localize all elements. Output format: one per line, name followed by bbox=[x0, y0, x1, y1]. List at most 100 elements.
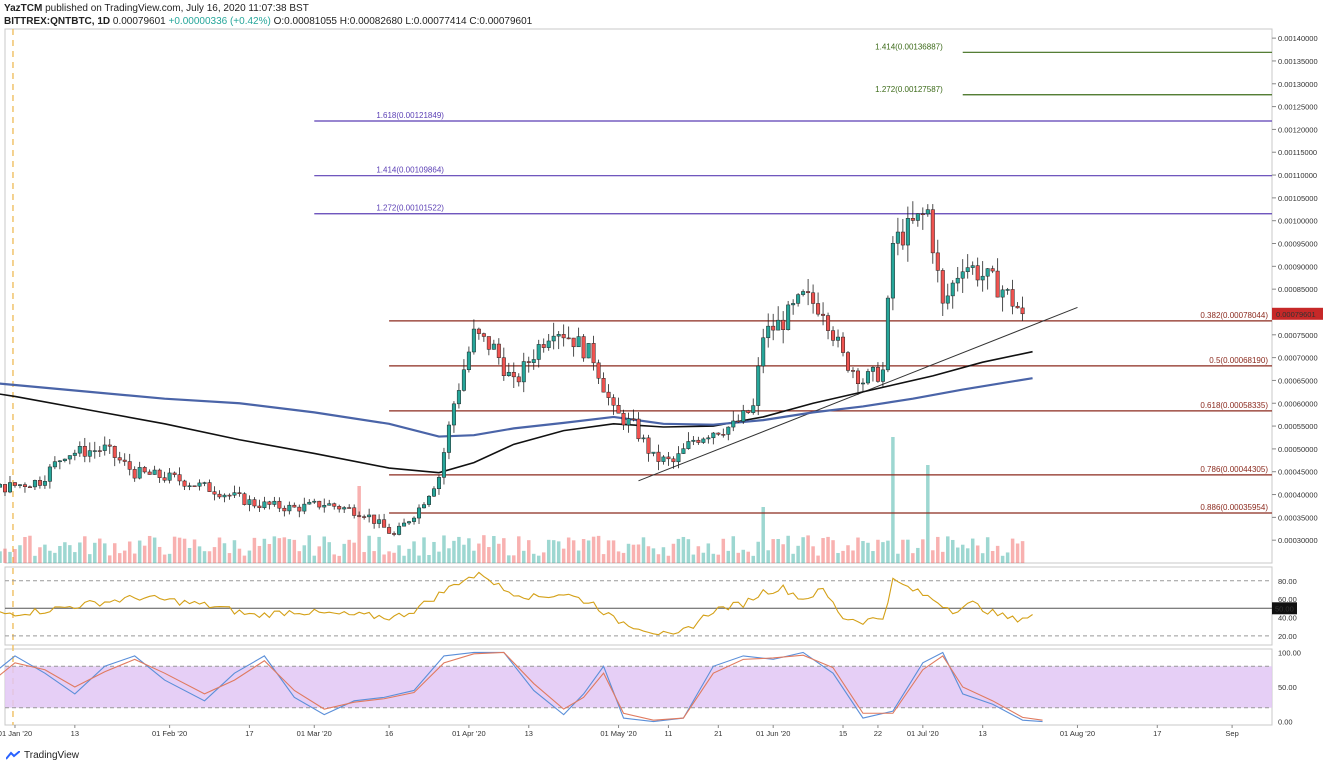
time-axis-label: 11 bbox=[665, 729, 673, 738]
candle-body bbox=[192, 485, 197, 487]
fib-extension-label: 1.414(0.00109864) bbox=[376, 166, 444, 175]
volume-bar bbox=[58, 545, 62, 563]
candle-body bbox=[860, 382, 865, 385]
volume-bar bbox=[811, 546, 815, 563]
candle-body bbox=[836, 336, 841, 341]
candle-body bbox=[631, 418, 636, 420]
volume-bar bbox=[746, 551, 750, 563]
candle-body bbox=[1005, 289, 1010, 291]
volume-bar bbox=[357, 486, 361, 563]
candle-body bbox=[566, 337, 571, 340]
candle-body bbox=[147, 471, 152, 475]
candle-body bbox=[681, 448, 686, 454]
candle-body bbox=[621, 412, 626, 426]
candle-body bbox=[536, 344, 541, 360]
candle-body bbox=[32, 480, 37, 488]
time-axis-label: 01 Jul '20 bbox=[907, 729, 939, 738]
rsi-axis-label: 20.00 bbox=[1278, 632, 1297, 641]
volume-bar bbox=[197, 546, 202, 563]
candle-body bbox=[451, 403, 456, 426]
candle-body bbox=[62, 458, 67, 462]
volume-bar bbox=[28, 535, 32, 563]
stoch-axis-label: 50.00 bbox=[1278, 683, 1297, 692]
candle-body bbox=[801, 291, 806, 295]
candle-body bbox=[252, 499, 257, 507]
price-axis-label: 0.00100000 bbox=[1278, 217, 1318, 226]
fib-retracement-label: 0.382(0.00078044) bbox=[1200, 311, 1268, 320]
volume-bars bbox=[0, 437, 1025, 563]
stoch-rsi-pane: 100.00 50.00 0.00 bbox=[0, 648, 1301, 727]
volume-bar bbox=[73, 552, 77, 563]
candle-body bbox=[691, 439, 696, 442]
candle-body bbox=[127, 461, 132, 470]
candle-body bbox=[671, 458, 676, 463]
candle-body bbox=[392, 533, 397, 535]
volume-bar bbox=[397, 545, 401, 563]
volume-bar bbox=[756, 541, 760, 563]
publish-line: YazTCM published on TradingView.com, Jul… bbox=[4, 3, 309, 14]
candle-body bbox=[711, 432, 716, 439]
candle-body bbox=[182, 480, 187, 487]
volume-bar bbox=[377, 536, 381, 563]
volume-bar bbox=[247, 550, 252, 563]
candle-body bbox=[641, 437, 646, 440]
candle-body bbox=[501, 357, 506, 376]
candle-body bbox=[925, 209, 930, 215]
candle-body bbox=[456, 390, 461, 405]
candle-body bbox=[855, 370, 860, 384]
volume-bar bbox=[322, 536, 326, 563]
volume-bar bbox=[541, 552, 546, 563]
candle-body bbox=[576, 336, 581, 348]
volume-bar bbox=[272, 536, 277, 563]
publisher-name: YazTCM bbox=[4, 3, 43, 14]
volume-bar bbox=[566, 537, 571, 563]
volume-bar bbox=[78, 542, 82, 563]
volume-bar bbox=[142, 545, 147, 563]
volume-bar bbox=[960, 544, 965, 563]
candle-body bbox=[102, 444, 107, 451]
candle-body bbox=[212, 491, 217, 495]
volume-bar bbox=[866, 542, 870, 563]
candle-body bbox=[322, 505, 327, 508]
volume-bar bbox=[641, 537, 646, 563]
volume-bar bbox=[93, 542, 97, 563]
volume-bar bbox=[676, 538, 681, 563]
volume-bar bbox=[721, 538, 726, 563]
candle-body bbox=[431, 488, 436, 497]
stoch-axis-label: 0.00 bbox=[1278, 718, 1293, 727]
volume-bar bbox=[826, 536, 830, 563]
candle-body bbox=[885, 297, 890, 371]
volume-bar bbox=[437, 551, 441, 563]
candle-body bbox=[935, 252, 940, 271]
volume-bar bbox=[861, 541, 865, 563]
volume-bar bbox=[507, 555, 511, 563]
candle-body bbox=[422, 504, 427, 509]
volume-bar bbox=[901, 539, 905, 563]
candle-body bbox=[900, 231, 905, 246]
candle-body bbox=[875, 367, 880, 382]
volume-bar bbox=[786, 535, 790, 563]
published-text: published on TradingView.com, July 16, 2… bbox=[45, 3, 309, 14]
volume-bar bbox=[791, 553, 795, 563]
rsi-axis-label: 80.00 bbox=[1278, 577, 1297, 586]
candle-body bbox=[362, 516, 367, 518]
volume-bar bbox=[252, 537, 257, 563]
volume-bar bbox=[801, 537, 805, 563]
time-axis-label: 13 bbox=[525, 729, 533, 738]
candle-body bbox=[1020, 307, 1025, 315]
candle-body bbox=[496, 343, 501, 358]
volume-bar bbox=[731, 536, 736, 563]
volume-bar bbox=[112, 543, 117, 563]
moving-averages bbox=[0, 350, 1033, 474]
candle-body bbox=[841, 336, 846, 353]
price-axis-label: 0.00120000 bbox=[1278, 125, 1318, 134]
volume-bar bbox=[816, 555, 820, 563]
candle-body bbox=[222, 494, 227, 498]
candle-body bbox=[611, 397, 616, 406]
price-axis-label: 0.00070000 bbox=[1278, 354, 1318, 363]
candle-body bbox=[257, 505, 262, 509]
candle-body bbox=[0, 484, 3, 488]
volume-bar bbox=[990, 550, 995, 563]
volume-bar bbox=[207, 551, 212, 563]
